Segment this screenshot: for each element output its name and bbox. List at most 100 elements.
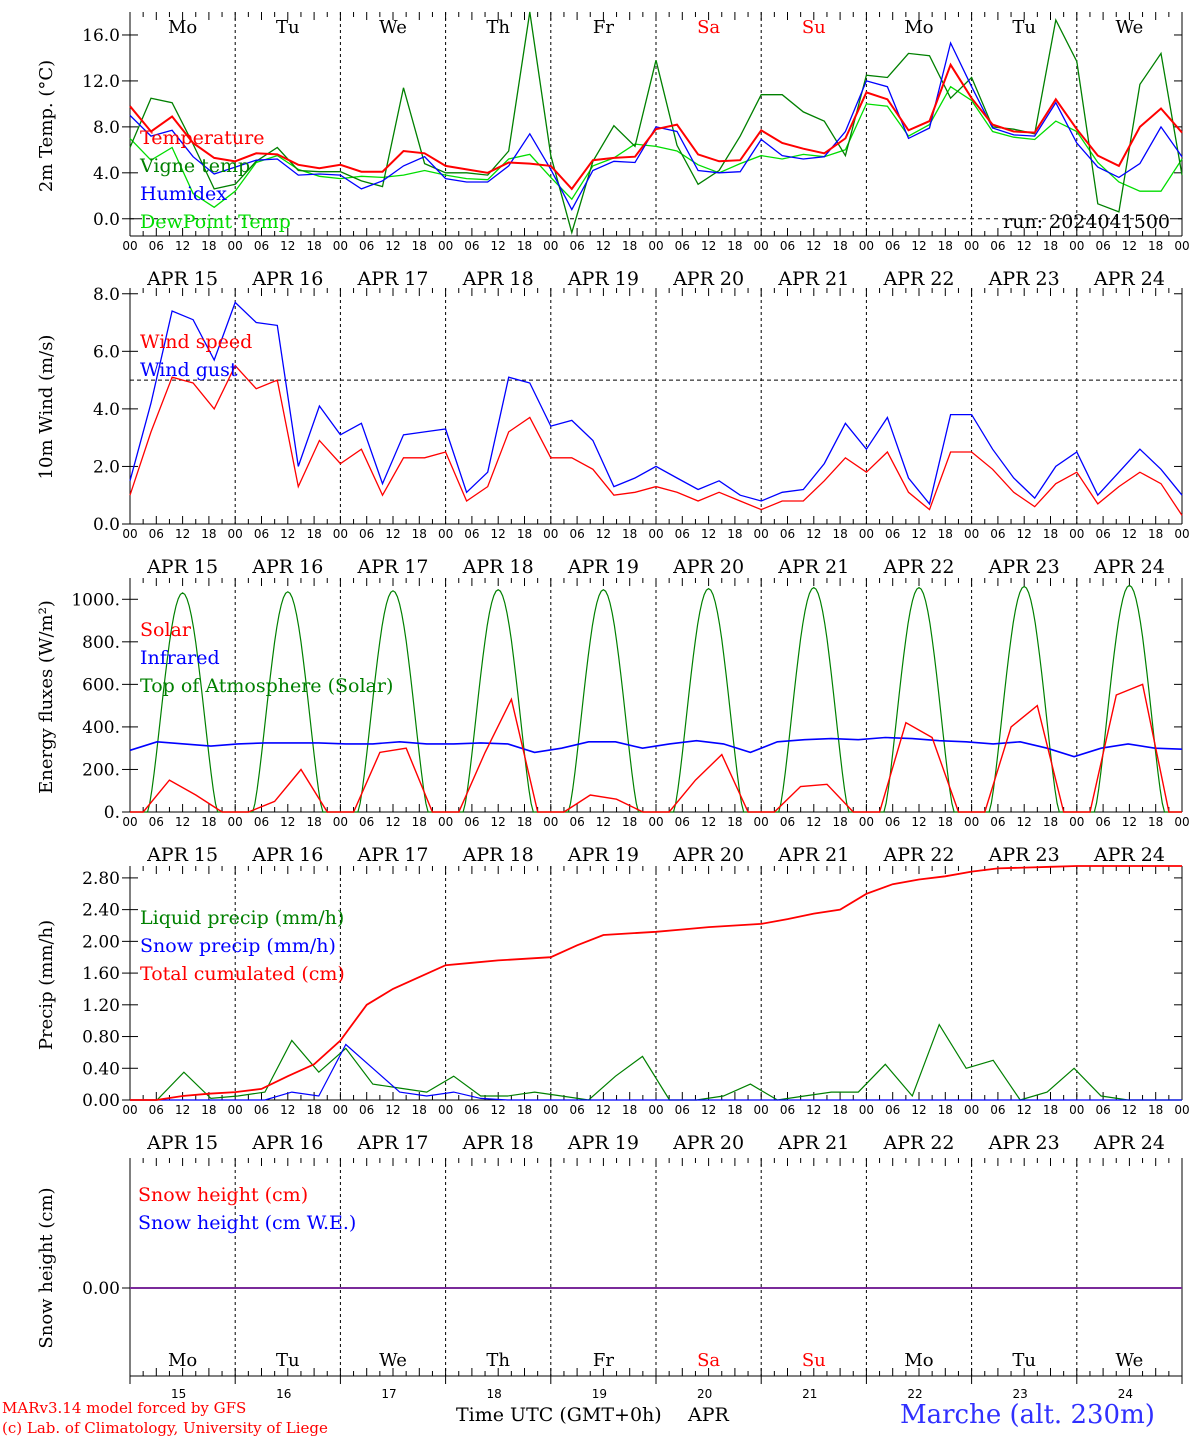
date-label: APR 24: [1093, 556, 1165, 578]
date-label: APR 17: [356, 268, 428, 290]
day-name: Th: [486, 17, 510, 38]
y-tick-label: 0.00: [82, 1279, 120, 1299]
hour-tick-label: 00: [1069, 239, 1084, 253]
y-tick-label: 2.80: [82, 869, 120, 889]
y-tick-label: 600.: [82, 675, 120, 695]
y-tick-label: 1.20: [82, 996, 120, 1016]
day-name: Sa: [697, 17, 720, 38]
hour-tick-label: 18: [622, 527, 637, 541]
date-label: APR 22: [882, 268, 954, 290]
y-tick-label: 8.0: [93, 285, 120, 305]
day-name: Tu: [1012, 17, 1036, 38]
hour-tick-label: 00: [964, 815, 979, 829]
hour-tick-label: 18: [517, 527, 532, 541]
hour-tick-label: 00: [543, 239, 558, 253]
y-tick-label: 2.00: [82, 932, 120, 952]
legend-label: Snow precip (mm/h): [140, 935, 336, 957]
x-axis-month: APR: [688, 1404, 729, 1426]
legend-label: Snow height (cm W.E.): [138, 1212, 356, 1234]
hour-tick-label: 00: [333, 1103, 348, 1117]
hour-tick-label: 18: [938, 815, 953, 829]
hour-tick-label: 00: [122, 239, 137, 253]
date-label: APR 16: [251, 268, 323, 290]
hour-tick-label: 12: [911, 239, 926, 253]
hour-tick-label: 12: [385, 239, 400, 253]
hour-tick-label: 00: [438, 527, 453, 541]
legend-label: Solar: [140, 619, 192, 641]
panel-2: 0.0 2.0 4.0 6.0 8.0 10m Wind (m/s) 00 06 12 18 00 0…: [36, 285, 1190, 578]
hour-tick-label: 18: [201, 527, 216, 541]
hour-tick-label: 12: [491, 815, 506, 829]
date-label: APR 16: [251, 556, 323, 578]
panel-5: 0.00 Snow height (cm) Snow height (cm) Snow…: [36, 1158, 1183, 1401]
legend-label: Vigne temp: [139, 155, 250, 177]
hour-tick-label: 06: [780, 815, 795, 829]
hour-tick-label: 06: [1095, 239, 1110, 253]
hour-tick-label: 00: [438, 239, 453, 253]
hour-tick-label: 12: [596, 1103, 611, 1117]
hour-tick-label: 06: [464, 239, 479, 253]
hour-tick-label: 00: [1174, 815, 1189, 829]
hour-tick-label: 12: [1017, 1103, 1032, 1117]
hour-tick-label: 12: [491, 239, 506, 253]
hour-tick-label: 18: [832, 815, 847, 829]
y-tick-label: 6.0: [93, 342, 120, 362]
hour-tick-label: 00: [648, 527, 663, 541]
hour-tick-label: 06: [675, 1103, 690, 1117]
day-name: Mo: [168, 1350, 197, 1371]
hour-tick-label: 18: [306, 527, 321, 541]
y-tick-label: 800.: [82, 633, 120, 653]
hour-tick-label: 00: [122, 1103, 137, 1117]
hour-tick-label: 00: [543, 1103, 558, 1117]
hour-tick-label: 00: [543, 815, 558, 829]
y-tick-label: 4.0: [93, 400, 120, 420]
legend-label: Wind gust: [140, 359, 238, 381]
hour-tick-label: 06: [464, 815, 479, 829]
date-label: APR 17: [356, 556, 428, 578]
hour-tick-label: 06: [990, 527, 1005, 541]
hour-tick-label: 18: [517, 815, 532, 829]
hour-tick-label: 06: [254, 527, 269, 541]
hour-tick-label: 00: [648, 815, 663, 829]
y-axis-label: Snow height (cm): [36, 1187, 57, 1348]
hour-tick-label: 00: [122, 527, 137, 541]
hour-tick-label: 18: [306, 815, 321, 829]
day-name: Fr: [593, 1350, 614, 1371]
y-tick-label: 200.: [82, 760, 120, 780]
legend-label: Top of Atmosphere (Solar): [140, 675, 393, 697]
hour-tick-label: 18: [622, 1103, 637, 1117]
hour-tick-label: 06: [675, 815, 690, 829]
hour-tick-label: 06: [990, 1103, 1005, 1117]
hour-tick-label: 00: [1069, 527, 1084, 541]
hour-tick-label: 12: [491, 527, 506, 541]
hour-tick-label: 06: [885, 239, 900, 253]
date-label: APR 22: [882, 844, 954, 866]
y-tick-label: 0.0: [93, 210, 120, 230]
day-name: Tu: [1012, 1350, 1036, 1371]
hour-tick-label: 18: [938, 1103, 953, 1117]
hour-tick-label: 18: [412, 1103, 427, 1117]
hour-tick-label: 12: [1017, 527, 1032, 541]
y-axis-label: Precip (mm/h): [36, 920, 57, 1050]
hour-tick-label: 18: [832, 1103, 847, 1117]
hour-tick-label: 00: [438, 815, 453, 829]
hour-tick-label: 12: [701, 815, 716, 829]
series-line-2: [129, 301, 1183, 506]
hour-tick-label: 12: [280, 1103, 295, 1117]
date-label: APR 15: [146, 556, 218, 578]
panel-1: 0.0 4.0 8.0 12.0 16.0 2m Temp. (°C) 00 06 12 18 00…: [36, 11, 1190, 290]
hour-tick-label: 12: [175, 527, 190, 541]
hour-tick-label: 00: [648, 239, 663, 253]
hour-tick-label: 06: [464, 527, 479, 541]
y-tick-label: 0.40: [82, 1059, 120, 1079]
hour-tick-label: 06: [149, 527, 164, 541]
hour-tick-label: 06: [1095, 815, 1110, 829]
day-name: Sa: [697, 1350, 720, 1371]
hour-tick-label: 18: [306, 1103, 321, 1117]
day-name: Mo: [168, 17, 197, 38]
y-tick-label: 2.40: [82, 901, 120, 921]
hour-tick-label: 12: [596, 527, 611, 541]
hour-tick-label: 06: [780, 527, 795, 541]
hour-tick-label: 06: [990, 239, 1005, 253]
hour-tick-label: 12: [280, 527, 295, 541]
